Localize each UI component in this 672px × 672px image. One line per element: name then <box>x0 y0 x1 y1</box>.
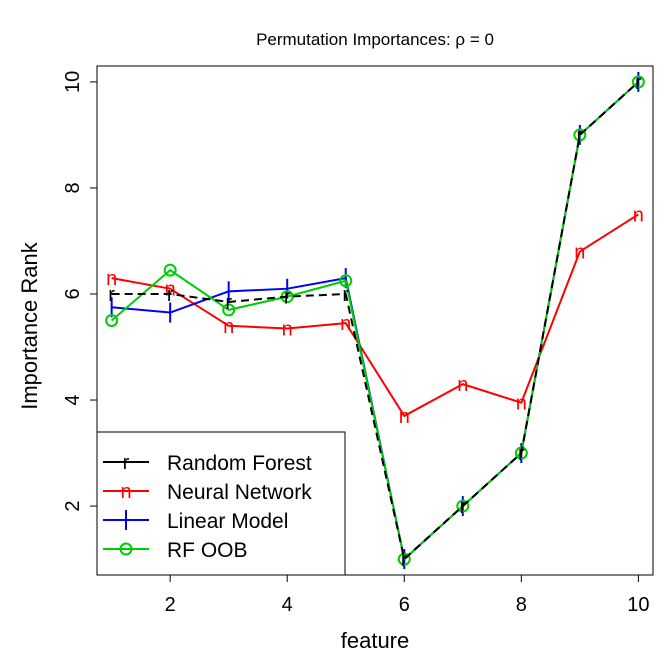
y-tick-label: 4 <box>62 394 84 405</box>
y-tick-label: 10 <box>62 71 84 93</box>
data-point-marker: n <box>457 374 468 396</box>
y-axis-label: Importance Rank <box>17 241 42 410</box>
legend-marker: n <box>120 481 131 503</box>
data-point-marker: r <box>284 287 291 309</box>
data-point-marker <box>163 263 177 277</box>
legend-label: Random Forest <box>167 452 312 475</box>
x-tick-label: 2 <box>165 594 176 616</box>
legend-label: RF OOB <box>167 539 248 562</box>
x-tick-label: 8 <box>516 594 527 616</box>
legend-marker <box>119 542 133 556</box>
legend-box <box>96 431 346 576</box>
data-point-marker: n <box>282 318 293 340</box>
data-point-marker: r <box>577 125 584 147</box>
series-random-forest: r r r r r r r r r r <box>108 72 642 571</box>
data-point-marker <box>631 75 645 89</box>
data-point-marker: n <box>516 393 527 415</box>
data-point-marker: n <box>106 268 117 290</box>
data-point-marker: r <box>518 443 525 465</box>
x-tick-label: 10 <box>627 594 649 616</box>
x-axis-label: feature <box>341 628 410 653</box>
data-point-marker <box>105 314 119 327</box>
chart-title: Permutation Importances: ρ = 0 <box>256 30 494 49</box>
y-tick-label: 6 <box>62 288 84 299</box>
y-tick-label: 2 <box>62 501 84 512</box>
legend-marker: r <box>123 452 130 474</box>
legend-label: Linear Model <box>167 510 288 533</box>
data-point-marker: n <box>340 313 351 335</box>
x-tick-label: 6 <box>399 594 410 616</box>
data-point-marker: n <box>223 316 234 338</box>
series-line <box>111 81 640 561</box>
series-neural-network: n n n n n n n n n n <box>106 204 644 427</box>
data-point-marker <box>339 274 353 288</box>
data-point-marker <box>456 499 470 513</box>
x-tick-label: 4 <box>282 594 293 616</box>
data-point-marker: r <box>459 496 466 518</box>
legend: r Random Forest n Neural Network Linear Mode… <box>96 431 346 576</box>
legend-label: Neural Network <box>167 481 312 504</box>
data-point-marker: r <box>635 72 642 94</box>
data-point-marker <box>222 303 236 317</box>
data-point-marker <box>397 552 411 566</box>
data-point-marker: n <box>633 204 644 226</box>
data-point-marker: n <box>399 406 410 428</box>
data-point-marker: r <box>167 284 174 306</box>
data-point-marker: r <box>401 549 408 571</box>
axes: 2 4 6 8 10 2 4 6 8 10 <box>62 71 649 616</box>
data-point-marker: r <box>108 284 115 306</box>
data-point-marker: n <box>574 242 585 264</box>
data-point-marker: n <box>165 279 176 301</box>
series-line <box>111 213 639 417</box>
data-point-marker: r <box>342 284 349 306</box>
y-tick-label: 8 <box>62 182 84 193</box>
data-point-marker: r <box>225 292 232 314</box>
